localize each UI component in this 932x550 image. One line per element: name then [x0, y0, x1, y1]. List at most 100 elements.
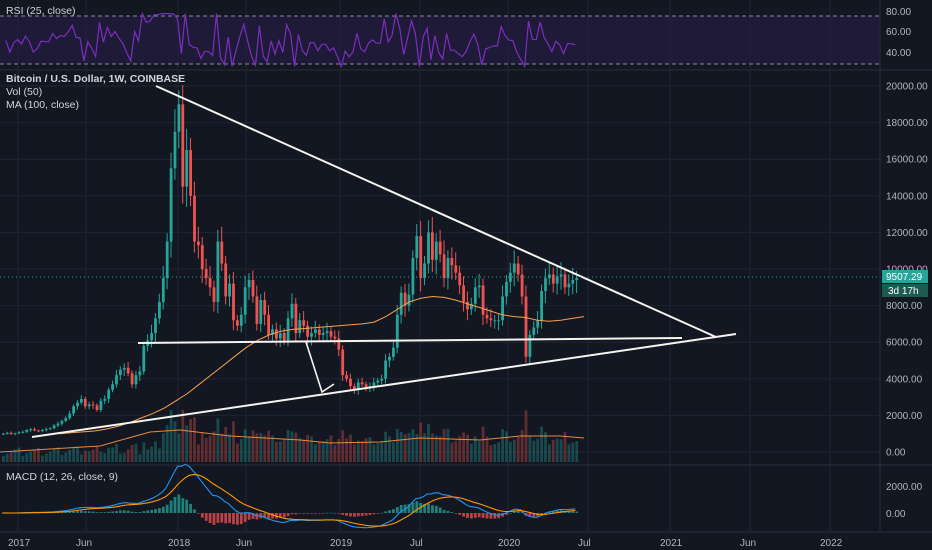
- volume-bar: [470, 443, 473, 462]
- macd-histogram-bar: [341, 513, 345, 515]
- descending-trendline[interactable]: [155, 85, 717, 338]
- candle-body: [329, 331, 333, 337]
- volume-bar: [419, 422, 423, 462]
- candle-body: [204, 269, 208, 279]
- candle-body: [173, 131, 177, 169]
- macd-histogram-bar: [290, 513, 294, 515]
- macd-histogram-bar: [450, 512, 454, 513]
- volume-bar: [403, 434, 407, 462]
- candle-body: [115, 375, 118, 385]
- price-tick: 12000.00: [886, 228, 928, 239]
- volume-bar: [236, 443, 239, 462]
- volume-bar: [91, 449, 95, 462]
- macd-histogram-bar: [282, 513, 286, 518]
- volume-bar: [493, 444, 497, 462]
- macd-histogram-bar: [329, 512, 333, 514]
- macd-histogram-bar: [321, 513, 325, 514]
- macd-histogram-bar: [161, 506, 165, 513]
- candle-body: [29, 429, 33, 431]
- time-tick: Jul: [410, 538, 423, 549]
- candle-body: [197, 241, 200, 246]
- macd-histogram-bar: [540, 513, 543, 515]
- volume-bar: [111, 447, 114, 462]
- volume-bar: [380, 441, 384, 462]
- macd-histogram-bar: [271, 513, 274, 519]
- volume-bar: [512, 439, 516, 462]
- macd-histogram-bar: [52, 512, 56, 514]
- volume-bar: [559, 439, 563, 462]
- volume-bar: [473, 436, 477, 462]
- macd-histogram-bar: [243, 513, 247, 522]
- ascending-trendline[interactable]: [31, 333, 737, 438]
- candle-body: [497, 320, 501, 322]
- macd-histogram-bar: [477, 513, 481, 518]
- candle-body: [224, 263, 228, 297]
- candle-body: [403, 292, 407, 306]
- macd-histogram-bar: [181, 498, 185, 513]
- macd-histogram-bar: [68, 511, 72, 513]
- volume-bar: [551, 439, 555, 462]
- rsi-pane[interactable]: RSI (25, close): [0, 5, 880, 69]
- candle-body: [259, 300, 263, 324]
- candle-body: [434, 241, 438, 260]
- macd-histogram-bar: [481, 513, 485, 519]
- macd-axis: 2000.00 0.00: [886, 482, 923, 520]
- macd-histogram-bar: [80, 510, 83, 513]
- candle-body: [489, 318, 493, 321]
- candle-body: [263, 300, 267, 315]
- volume-bar: [481, 426, 485, 462]
- candle-body: [134, 375, 138, 385]
- candle-body: [44, 429, 48, 431]
- candle-body: [411, 258, 415, 295]
- candle-body: [423, 263, 426, 279]
- macd-histogram-bar: [44, 512, 48, 514]
- candle-body: [415, 236, 419, 259]
- macd-histogram-bar: [415, 501, 419, 513]
- candle-body: [142, 345, 146, 372]
- volume-bar: [450, 442, 454, 462]
- volume-bar: [485, 436, 489, 462]
- candle-body: [485, 314, 489, 319]
- macd-tick: 0.00: [886, 509, 906, 520]
- rsi-tick: 60.00: [886, 27, 911, 38]
- volume-bar: [306, 435, 309, 462]
- candle-body: [21, 431, 25, 433]
- time-tick: 2017: [8, 538, 31, 549]
- macd-histogram-bar: [232, 513, 235, 525]
- candle-body: [450, 258, 454, 266]
- volume-bar: [489, 445, 493, 462]
- volume-bar: [411, 429, 415, 462]
- macd-histogram-bar: [380, 512, 384, 514]
- candle-body: [528, 334, 532, 357]
- macd-histogram-bar: [454, 513, 458, 514]
- price-tick: 16000.00: [886, 155, 928, 166]
- macd-histogram-bar: [364, 513, 368, 516]
- macd-histogram-bar: [407, 504, 411, 513]
- volume-bar: [29, 451, 33, 462]
- volume-bar: [290, 431, 294, 462]
- candle-body: [286, 318, 290, 341]
- trendlines[interactable]: [31, 85, 737, 438]
- candle-body: [349, 378, 352, 387]
- candle-body: [111, 384, 114, 390]
- horizontal-support-line[interactable]: [137, 337, 683, 344]
- candle-body: [64, 418, 68, 421]
- candle-body: [438, 241, 442, 255]
- macd-pane[interactable]: MACD (12, 26, close, 9): [1, 463, 579, 529]
- macd-histogram-bar: [173, 497, 177, 513]
- time-axis: 2017 Jun 2018 Jun 2019 Jul 2020 Jul 2021 Jun 2022: [8, 538, 843, 549]
- candle-body: [243, 287, 247, 315]
- volume-bar: [446, 428, 450, 462]
- candle-body: [567, 283, 571, 288]
- macd-histogram-bar: [575, 511, 579, 513]
- macd-histogram-bar: [150, 509, 153, 513]
- candle-body: [392, 347, 395, 357]
- candle-body: [462, 285, 465, 302]
- volume-bar: [282, 438, 286, 462]
- macd-histogram-bar: [228, 513, 231, 524]
- macd-histogram-bar: [220, 513, 224, 523]
- volume-bar: [349, 434, 352, 462]
- rsi-tick: 80.00: [886, 7, 911, 18]
- candle-body: [380, 378, 384, 381]
